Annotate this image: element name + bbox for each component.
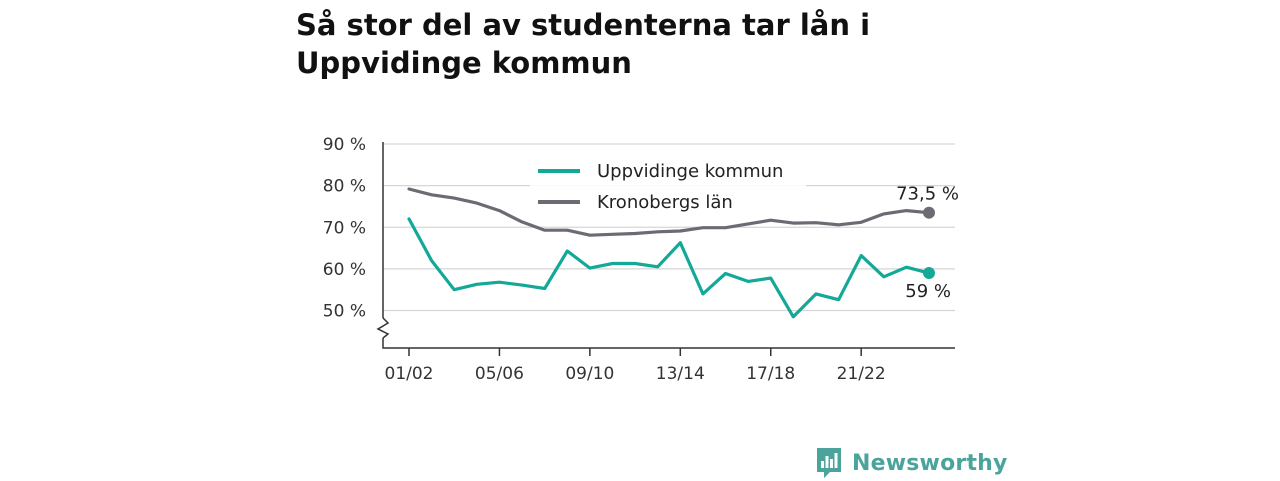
data-labels: 59 % 73,5 % <box>896 184 959 302</box>
y-tick-label: 60 % <box>323 260 366 280</box>
end-label-uppvidinge: 59 % <box>905 281 951 302</box>
legend: Uppvidinge kommun Kronobergs län <box>530 156 806 218</box>
brand-name: Newsworthy <box>852 450 1008 476</box>
newsworthy-logo-icon <box>817 448 841 478</box>
legend-label: Uppvidinge kommun <box>597 161 783 182</box>
grid-lines <box>383 143 955 312</box>
newsworthy-brand: Newsworthy <box>815 445 1008 481</box>
axis-break-icon <box>376 317 390 339</box>
end-label-kronoberg: 73,5 % <box>896 184 959 205</box>
axis-line <box>382 142 955 349</box>
end-point <box>923 206 935 219</box>
y-tick-label: 50 % <box>323 302 366 322</box>
chart-title: Så stor del av studenterna tar lån i Upp… <box>296 8 871 80</box>
end-point <box>923 267 935 280</box>
series-lines <box>407 187 935 319</box>
x-tick-label: 13/14 <box>656 364 705 384</box>
axes: 50 % 60 % 70 % 80 % 90 % 01/02 05/06 09/10 13/14… <box>323 135 955 384</box>
series-line-kronoberg <box>407 187 931 237</box>
x-tick-label: 05/06 <box>475 364 524 384</box>
legend-label: Kronobergs län <box>597 192 733 213</box>
series-line-uppvidinge <box>407 217 931 319</box>
y-tick-label: 80 % <box>323 177 366 197</box>
y-tick-label: 90 % <box>323 135 366 155</box>
legend-box <box>530 156 806 218</box>
y-tick-label: 70 % <box>323 218 366 238</box>
x-tick-label: 17/18 <box>746 364 795 384</box>
line-chart: 50 % 60 % 70 % 80 % 90 % 01/02 05/06 09/10 13/14… <box>323 135 959 384</box>
x-tick-label: 09/10 <box>565 364 614 384</box>
x-tick-label: 01/02 <box>385 364 434 384</box>
x-tick-label: 21/22 <box>837 364 886 384</box>
